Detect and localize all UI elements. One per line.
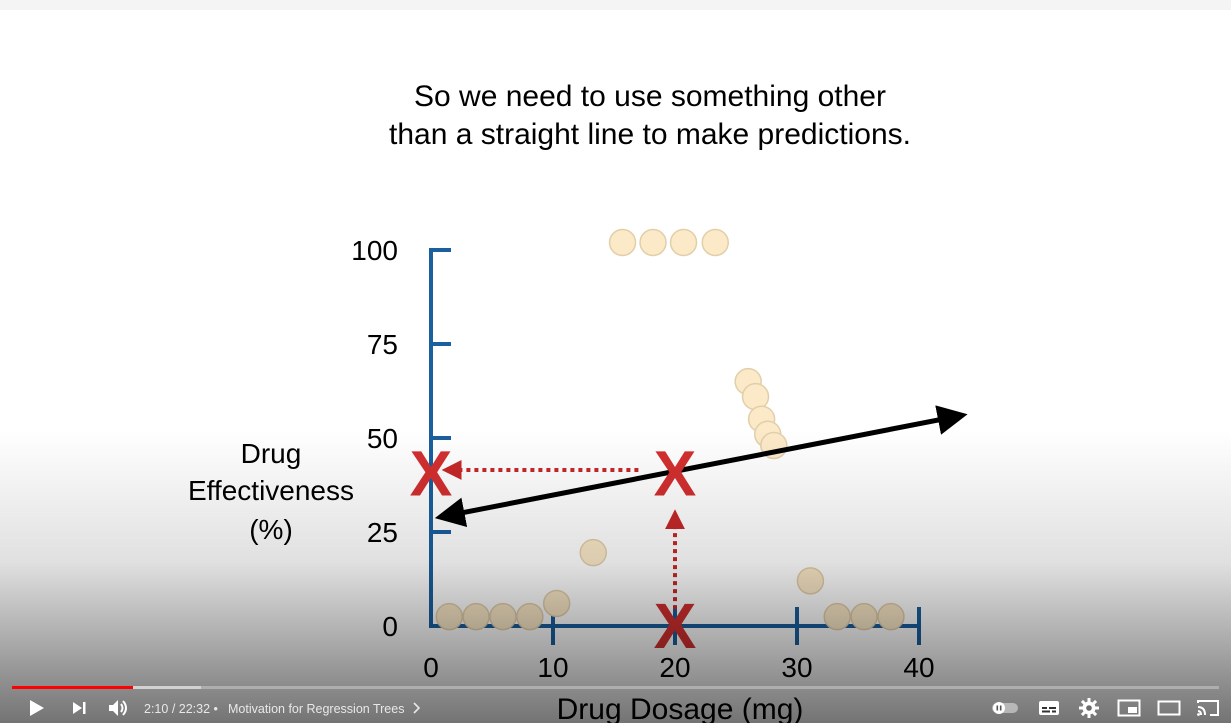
- subtitles-button[interactable]: [1037, 696, 1061, 720]
- volume-icon: [109, 700, 127, 716]
- settings-button[interactable]: [1077, 696, 1101, 720]
- top-strip: [0, 0, 1231, 10]
- autoplay-toggle[interactable]: [990, 696, 1020, 720]
- fit-line-arrow: [434, 405, 968, 528]
- current-time: 2:10: [144, 702, 169, 716]
- subtitles-icon: [1039, 701, 1059, 715]
- progress-bar[interactable]: [12, 686, 1219, 689]
- slide-title: So we need to use something other than a…: [290, 78, 1010, 154]
- player-controls: 2:10 / 22:32 • Motivation for Regression…: [0, 682, 1231, 723]
- data-point: [701, 228, 730, 257]
- data-point: [489, 602, 517, 631]
- theater-mode-icon: [1157, 700, 1181, 716]
- data-point: [462, 602, 490, 631]
- data-point: [579, 538, 608, 567]
- data-point: [741, 382, 770, 411]
- slide-title-line-1: So we need to use something other: [414, 80, 886, 113]
- miniplayer-button[interactable]: [1116, 696, 1142, 720]
- y-tick-label: 75: [367, 329, 398, 360]
- data-point: [850, 602, 878, 631]
- data-points: [435, 228, 905, 631]
- chevron-right-icon: [413, 702, 421, 714]
- y-axis-title-line: Effectiveness: [188, 475, 354, 506]
- progress-played: [12, 686, 133, 689]
- fit-line: [434, 405, 968, 528]
- autoplay-toggle-icon: [992, 702, 1018, 714]
- play-icon: [30, 700, 44, 716]
- data-point: [435, 602, 464, 631]
- data-point: [877, 602, 905, 631]
- x-tick-label: 40: [903, 652, 934, 683]
- chapter-title-button[interactable]: Motivation for Regression Trees: [228, 702, 422, 716]
- data-point: [823, 602, 852, 631]
- next-button[interactable]: [67, 696, 91, 720]
- slide-title-line-2: than a straight line to make predictions…: [389, 118, 911, 151]
- volume-button[interactable]: [106, 696, 132, 720]
- y-tick-label: 50: [367, 423, 398, 454]
- data-point: [796, 567, 825, 595]
- x-tick-label: 20: [659, 652, 690, 683]
- y-tick-label: 100: [351, 235, 398, 266]
- settings-gear-icon: [1079, 698, 1099, 718]
- play-button[interactable]: [24, 696, 48, 720]
- prediction-arrows: [441, 459, 685, 610]
- y-tick-label: 25: [367, 517, 398, 548]
- x-tick-label: 30: [781, 652, 812, 683]
- time-separator: /: [168, 702, 179, 716]
- y-axis-title-line: (%): [249, 514, 293, 545]
- cast-icon: [1197, 700, 1219, 716]
- y-tick-label: 0: [382, 611, 398, 642]
- data-point: [516, 602, 544, 631]
- data-point: [608, 228, 637, 257]
- data-point: [669, 228, 698, 257]
- next-icon: [73, 702, 86, 714]
- theater-mode-button[interactable]: [1156, 696, 1182, 720]
- duration: 22:32: [178, 702, 211, 716]
- miniplayer-icon: [1117, 699, 1141, 717]
- prediction-x-marker: X: [654, 438, 697, 510]
- data-point: [542, 589, 571, 618]
- prediction-x-marker: X: [410, 438, 453, 510]
- cast-button[interactable]: [1195, 696, 1221, 720]
- x-tick-label: 10: [537, 652, 568, 683]
- x-axis-title: Drug Dosage (mg): [556, 693, 804, 723]
- x-tick-label: 0: [423, 652, 439, 683]
- chapter-title: Motivation for Regression Trees: [228, 702, 405, 716]
- time-display: 2:10 / 22:32 •: [144, 702, 218, 716]
- y-axis-title-line: Drug: [241, 438, 302, 469]
- data-point: [639, 228, 667, 257]
- time-bullet: •: [213, 702, 218, 716]
